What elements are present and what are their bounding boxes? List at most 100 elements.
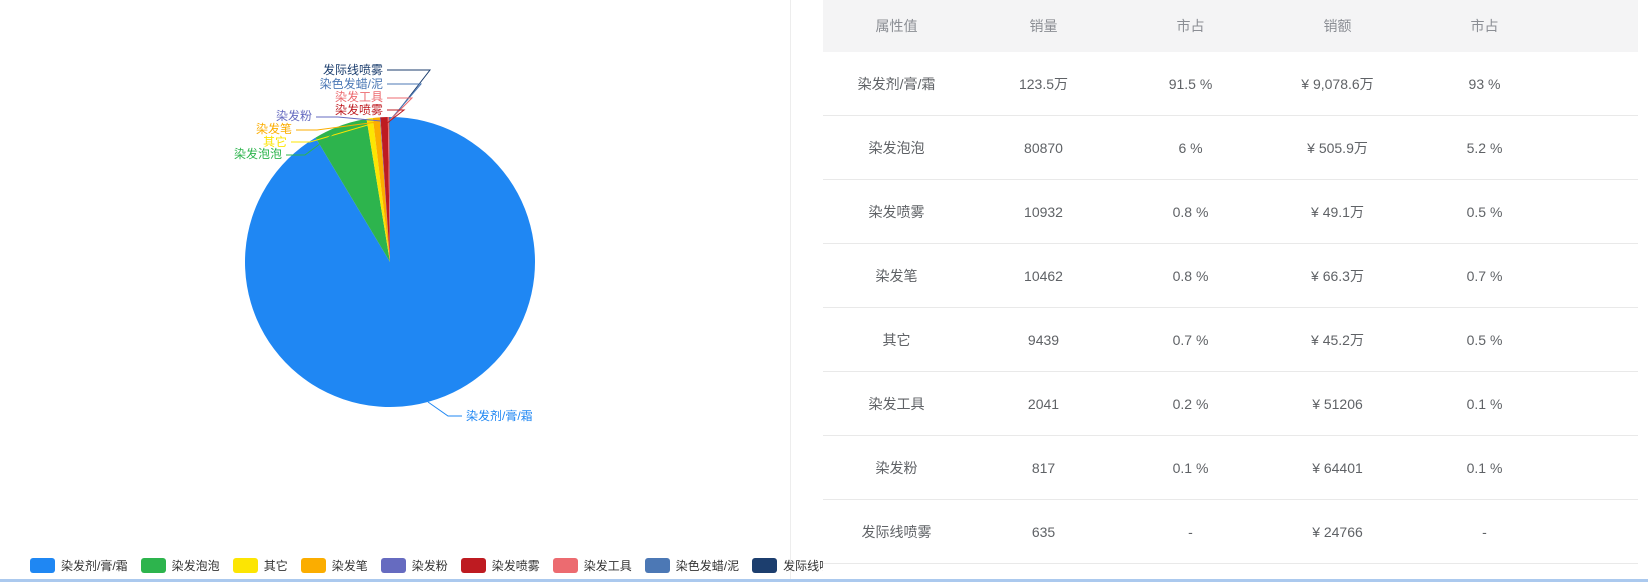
table-cell: 0.1 %: [1172, 459, 1209, 476]
table-cell: 0.1 %: [1466, 395, 1503, 412]
table-cell: 10932: [1024, 203, 1063, 220]
table-col-header-1: 销量: [1029, 18, 1058, 34]
legend-item-3[interactable]: 染发笔: [300, 557, 368, 574]
table-cell: 0.8 %: [1172, 203, 1209, 220]
bottom-accent-line: [0, 579, 1648, 582]
pie-leader-line-1: [387, 83, 423, 120]
legend-swatch-icon: [460, 558, 486, 573]
pie-leader-line-7: [286, 127, 342, 156]
legend-item-2[interactable]: 其它: [232, 557, 288, 574]
table-cell: 0.1 %: [1466, 459, 1503, 476]
table-row[interactable]: 其它 9439 0.7 % ¥ 45.2万 0.5 %: [823, 308, 1638, 372]
legend-item-0[interactable]: 染发剂/膏/霜: [30, 557, 128, 574]
pie-label-3: 染发喷雾: [335, 102, 383, 117]
pie-leader-line-0: [387, 69, 432, 120]
pie-label-8: 染发剂/膏/霜: [466, 408, 533, 423]
table-cell: 635: [1031, 523, 1056, 540]
table-cell: 染发工具: [868, 395, 925, 412]
table-cell: 其它: [882, 331, 911, 348]
table-header-row: 属性值 销量 市占 销额 市占: [823, 0, 1638, 52]
table-cell: 染发粉: [875, 459, 918, 476]
pie-leader-line-2: [387, 97, 414, 121]
table-cell: 0.2 %: [1172, 395, 1209, 412]
pie-leader-line-4: [316, 116, 382, 122]
table-cell: 9439: [1027, 331, 1060, 348]
table-cell: ¥ 64401: [1312, 459, 1363, 476]
table-cell: ¥ 49.1万: [1311, 203, 1364, 220]
table-cell: 817: [1031, 459, 1056, 476]
table-cell: 0.5 %: [1466, 331, 1503, 348]
pie-label-1: 染色发蜡/泥: [320, 76, 383, 91]
pie-label-6: 其它: [263, 134, 287, 149]
legend-label: 染发工具: [583, 559, 632, 573]
pie-leader-line-8: [427, 401, 462, 417]
legend-label: 其它: [263, 559, 288, 573]
table-cell: 0.5 %: [1466, 203, 1503, 220]
pie-label-7: 染发泡泡: [234, 146, 282, 161]
legend-swatch-icon: [232, 558, 258, 573]
legend-label: 染发泡泡: [171, 559, 220, 573]
table-row[interactable]: 染发工具 2041 0.2 % ¥ 51206 0.1 %: [823, 372, 1638, 436]
legend-swatch-icon: [752, 558, 778, 573]
table-body: 染发剂/膏/霜 123.5万 91.5 % ¥ 9,078.6万 93 % 染发泡泡 808…: [823, 52, 1648, 564]
pie-chart-panel: 发际线喷雾 染色发蜡/泥 染发工具 染发喷雾 染发粉 染发笔 其它 染发泡泡 染发剂/膏/霜 染…: [0, 0, 843, 582]
legend-swatch-icon: [380, 558, 406, 573]
table-cell: 6 %: [1178, 139, 1203, 156]
legend-swatch-icon: [644, 558, 670, 573]
legend-swatch-icon: [140, 558, 166, 573]
pie-slice-2[interactable]: [366, 118, 390, 263]
pie-leader-line-3: [385, 109, 406, 125]
legend-item-7[interactable]: 染色发蜡/泥: [644, 557, 740, 574]
table-cell: ¥ 9,078.6万: [1301, 75, 1374, 92]
table-row[interactable]: 染发泡泡 80870 6 % ¥ 505.9万 5.2 %: [823, 116, 1638, 180]
legend-item-5[interactable]: 染发喷雾: [460, 557, 540, 574]
table-cell: 染发喷雾: [868, 203, 925, 220]
pie-slice-6[interactable]: [387, 117, 390, 262]
pie-slice-3[interactable]: [372, 117, 390, 262]
table-cell: 发际线喷雾: [861, 523, 932, 540]
pie-slice-5[interactable]: [380, 117, 390, 263]
table-cell: -: [1188, 523, 1193, 540]
table-cell: 0.7 %: [1466, 267, 1503, 284]
table-cell: ¥ 51206: [1312, 395, 1363, 412]
chart-legend: 染发剂/膏/霜 染发泡泡 其它 染发笔 染发粉 染发喷雾 染发工具 染色发蜡/泥 发际线喷雾: [30, 557, 843, 574]
table-cell: 染发笔: [875, 267, 918, 284]
table-cell: 80870: [1024, 139, 1063, 156]
pie-leader-line-6: [291, 123, 372, 143]
table-cell: ¥ 24766: [1312, 523, 1363, 540]
table-cell: 0.7 %: [1172, 331, 1209, 348]
legend-label: 染发剂/膏/霜: [61, 559, 128, 573]
table-cell: 2041: [1027, 395, 1060, 412]
pie-slice-0[interactable]: [245, 117, 536, 407]
legend-item-1[interactable]: 染发泡泡: [140, 557, 220, 574]
table-row[interactable]: 染发喷雾 10932 0.8 % ¥ 49.1万 0.5 %: [823, 180, 1638, 244]
legend-item-4[interactable]: 染发粉: [380, 557, 448, 574]
table-cell: 10462: [1024, 267, 1063, 284]
table-col-header-2: 市占: [1176, 18, 1205, 34]
table-row[interactable]: 染发剂/膏/霜 123.5万 91.5 % ¥ 9,078.6万 93 %: [823, 52, 1638, 116]
table-cell: 91.5 %: [1168, 75, 1213, 92]
pie-slice-1[interactable]: [315, 118, 390, 262]
table-cell: ¥ 45.2万: [1311, 331, 1364, 348]
table-cell: ¥ 66.3万: [1311, 267, 1364, 284]
legend-label: 染色发蜡/泥: [675, 559, 740, 573]
table-col-header-0: 属性值: [875, 18, 918, 34]
table-cell: 染发泡泡: [868, 139, 925, 156]
pie-slice-7[interactable]: [389, 116, 390, 262]
table-cell: -: [1482, 523, 1487, 540]
table-col-header-3: 销额: [1323, 18, 1352, 34]
legend-item-6[interactable]: 染发工具: [552, 557, 632, 574]
pie-slice-4[interactable]: [379, 117, 390, 262]
table-cell: 123.5万: [1018, 75, 1069, 92]
pie-leader-line-5: [296, 121, 378, 131]
table-col-header-4: 市占: [1470, 18, 1499, 34]
legend-swatch-icon: [300, 558, 326, 573]
table-row[interactable]: 染发粉 817 0.1 % ¥ 64401 0.1 %: [823, 436, 1638, 500]
table-row[interactable]: 染发笔 10462 0.8 % ¥ 66.3万 0.7 %: [823, 244, 1638, 308]
pie-label-5: 染发笔: [256, 121, 292, 136]
table-cell: 染发剂/膏/霜: [857, 75, 936, 92]
legend-swatch-icon: [30, 558, 55, 573]
pie-label-4: 染发粉: [276, 108, 312, 123]
table-row[interactable]: 发际线喷雾 635 - ¥ 24766 -: [823, 500, 1638, 564]
